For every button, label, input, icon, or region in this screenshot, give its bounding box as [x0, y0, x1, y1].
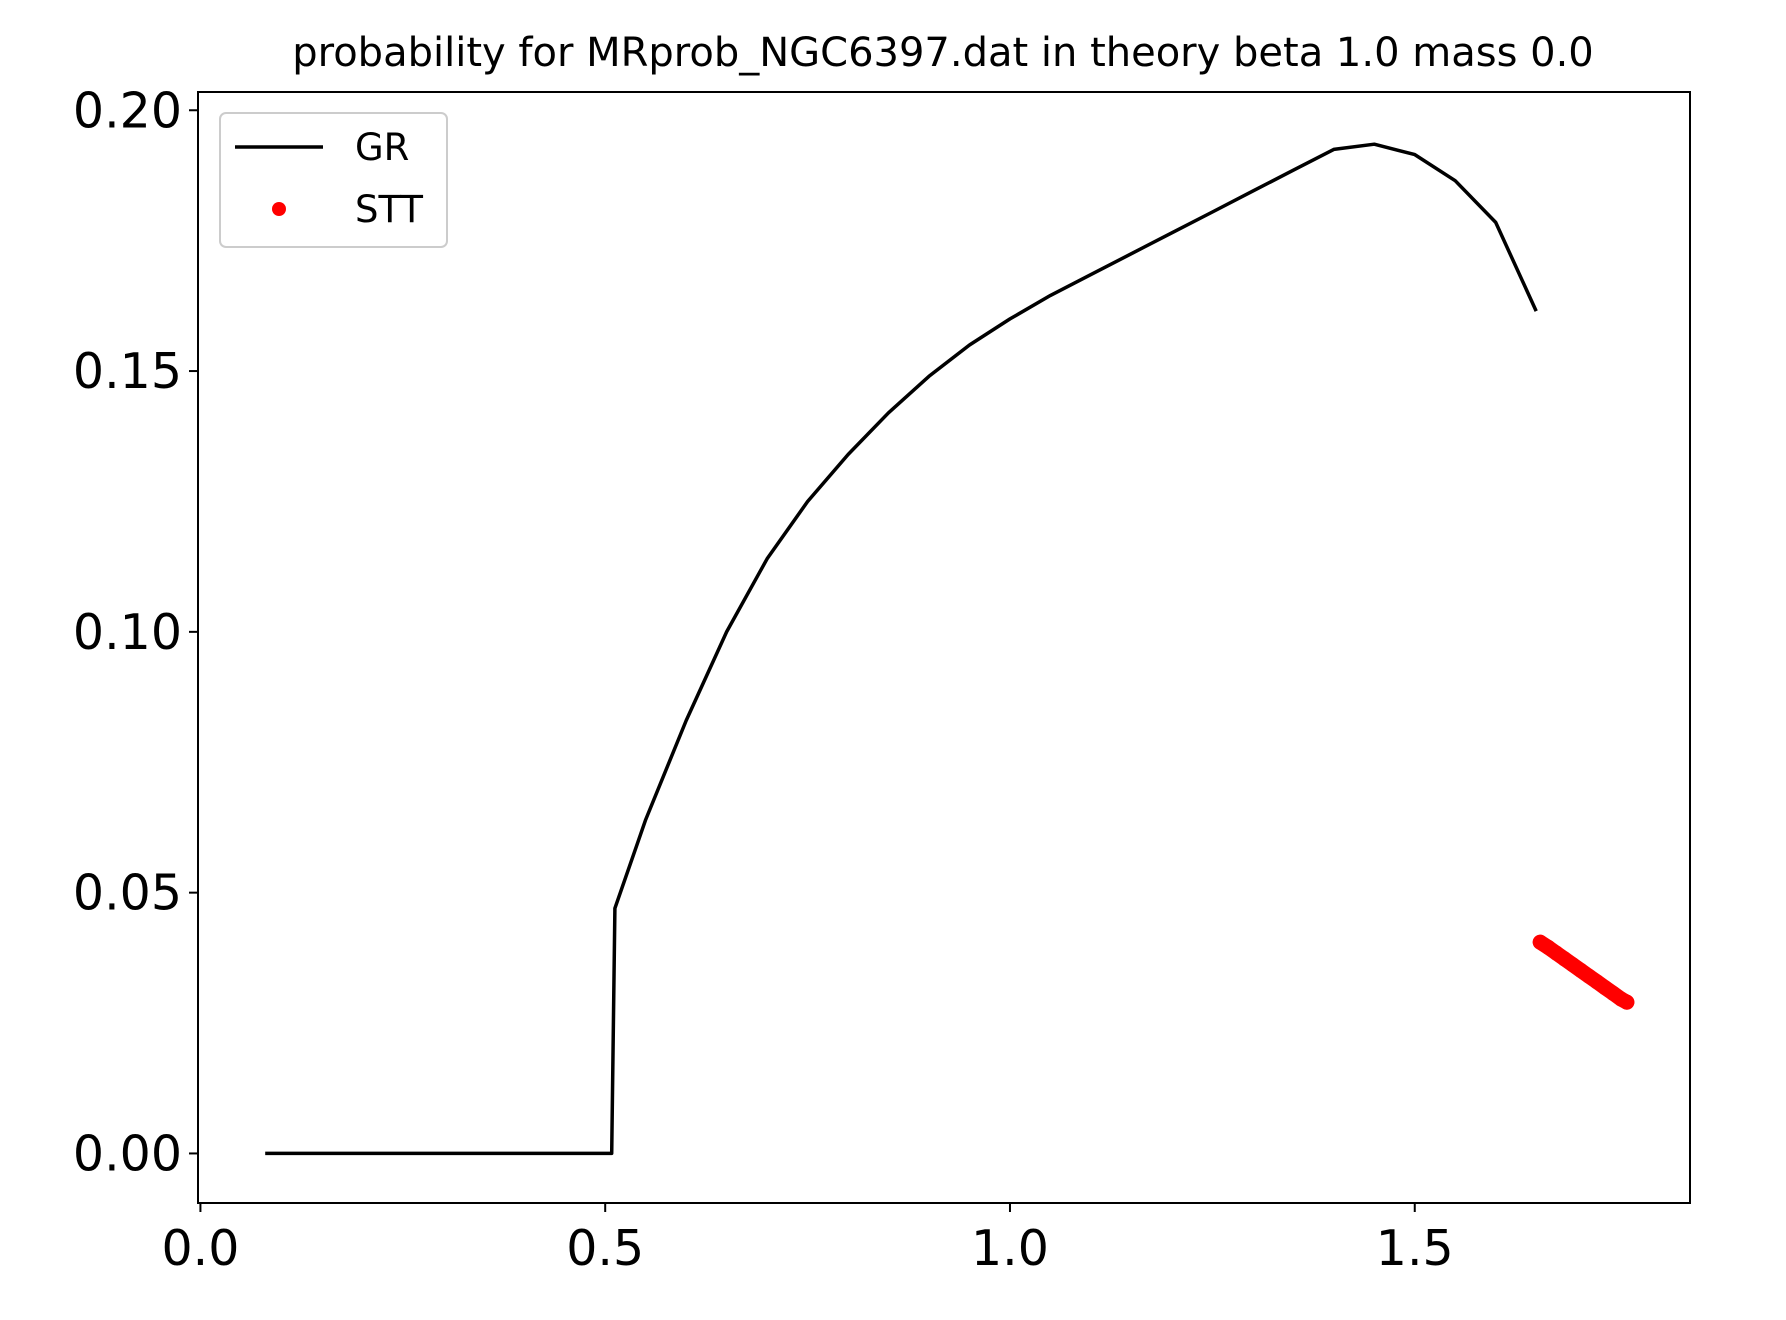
legend-swatch-stt	[272, 202, 286, 216]
y-tick-label: 0.20	[73, 82, 182, 139]
x-axis: 0.0 0.5 1.0 1.5	[161, 1203, 1454, 1277]
data-point-stt	[1619, 994, 1635, 1010]
y-tick-label: 0.00	[73, 1125, 182, 1182]
plot-area	[265, 142, 1635, 1156]
y-tick-label: 0.10	[73, 604, 182, 661]
series-line-gr	[265, 142, 1538, 1156]
y-tick-label: 0.05	[73, 865, 182, 922]
x-tick-label: 0.0	[161, 1220, 239, 1277]
x-tick-label: 0.5	[566, 1220, 644, 1277]
y-tick-label: 0.15	[73, 343, 182, 400]
legend-label-stt: STT	[355, 188, 423, 231]
legend: GR STT	[219, 112, 448, 248]
chart-title: probability for MRprob_NGC6397.dat in th…	[292, 30, 1593, 76]
y-axis: 0.00 0.05 0.10 0.15 0.20	[73, 82, 198, 1182]
x-tick-label: 1.5	[1376, 1220, 1454, 1277]
legend-label-gr: GR	[355, 126, 409, 169]
x-tick-label: 1.0	[971, 1220, 1049, 1277]
axes-frame	[197, 91, 1691, 1204]
